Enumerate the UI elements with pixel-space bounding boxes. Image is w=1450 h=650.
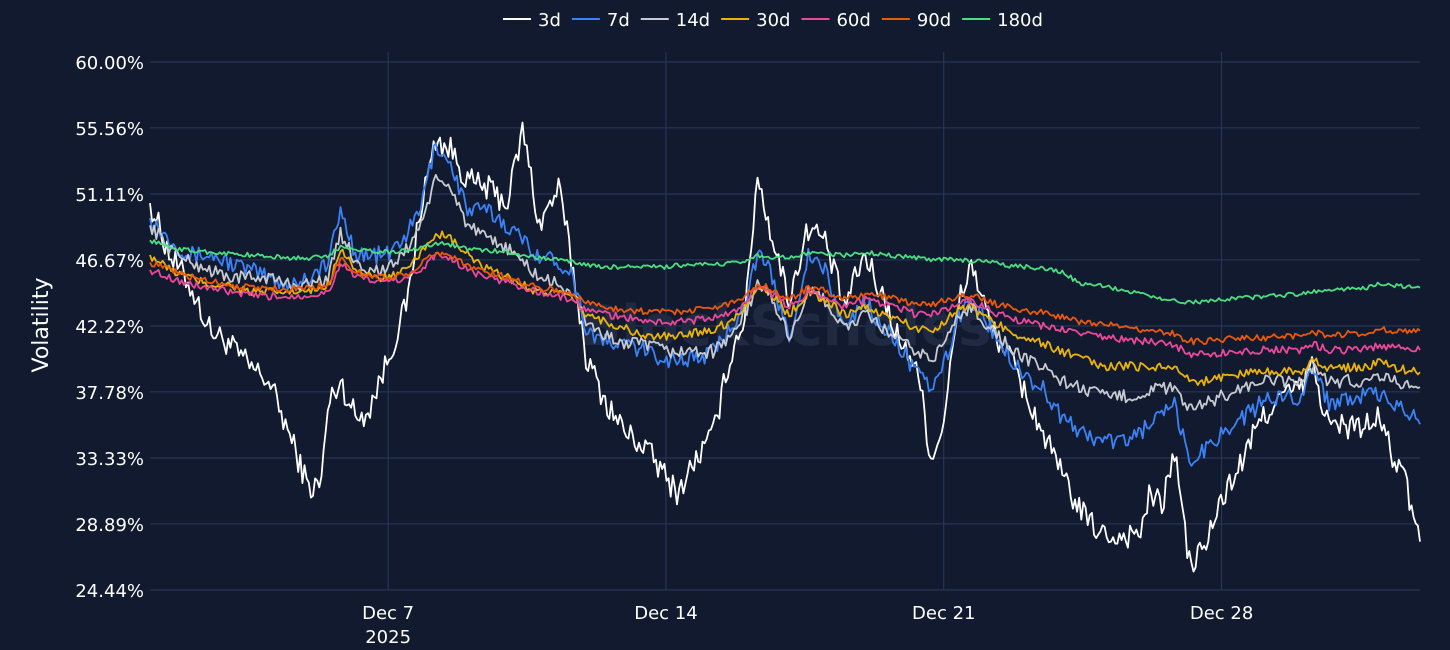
legend-label: 30d bbox=[756, 10, 790, 31]
series-line-90d bbox=[149, 251, 1421, 346]
legend-label: 90d bbox=[917, 10, 951, 31]
legend-label: 60d bbox=[836, 10, 870, 31]
legend-item-180d[interactable]: 180d bbox=[962, 10, 1043, 31]
legend-label: 7d bbox=[607, 10, 630, 31]
y-tick-label: 33.33% bbox=[75, 449, 144, 470]
y-tick-label: 60.00% bbox=[75, 53, 144, 74]
x-tick-label: Dec 28 bbox=[1190, 603, 1253, 624]
x-tick-sublabel: 2025 bbox=[365, 627, 411, 648]
legend-item-7d[interactable]: 7d bbox=[571, 10, 630, 31]
y-axis: 60.00% 55.56% 51.11% 46.67% 42.22% 37.78% 33.3… bbox=[75, 53, 144, 602]
legend-label: 3d bbox=[538, 10, 561, 31]
legend: 3d 7d 14d 30d 60d 90d 180d bbox=[503, 10, 1043, 31]
legend-label: 180d bbox=[997, 10, 1043, 31]
series-line-180d bbox=[149, 239, 1421, 305]
legend-label: 14d bbox=[676, 10, 710, 31]
series-line-30d bbox=[149, 230, 1421, 387]
legend-item-60d[interactable]: 60d bbox=[801, 10, 871, 31]
x-axis: Dec 7 2025 Dec 14 Dec 21 Dec 28 bbox=[362, 603, 1253, 648]
series-line-7d bbox=[149, 142, 1421, 467]
y-tick-label: 28.89% bbox=[75, 515, 144, 536]
x-tick-label: Dec 14 bbox=[634, 603, 697, 624]
series-group bbox=[149, 121, 1421, 573]
grid bbox=[150, 52, 1420, 591]
x-tick-label: Dec 7 bbox=[362, 603, 414, 624]
y-tick-label: 42.22% bbox=[75, 317, 144, 338]
y-axis-title: Volatility bbox=[29, 277, 54, 372]
y-tick-label: 55.56% bbox=[75, 119, 144, 140]
y-tick-label: 51.11% bbox=[75, 185, 144, 206]
y-tick-label: 46.67% bbox=[75, 251, 144, 272]
x-tick-label: Dec 21 bbox=[912, 603, 975, 624]
y-tick-label: 24.44% bbox=[75, 581, 144, 602]
series-line-3d bbox=[149, 121, 1421, 573]
legend-item-30d[interactable]: 30d bbox=[721, 10, 790, 31]
series-line-14d bbox=[149, 173, 1421, 411]
y-tick-label: 37.78% bbox=[75, 383, 144, 404]
legend-item-3d[interactable]: 3d bbox=[503, 10, 561, 31]
legend-item-90d[interactable]: 90d bbox=[881, 10, 951, 31]
legend-item-14d[interactable]: 14d bbox=[640, 10, 710, 31]
